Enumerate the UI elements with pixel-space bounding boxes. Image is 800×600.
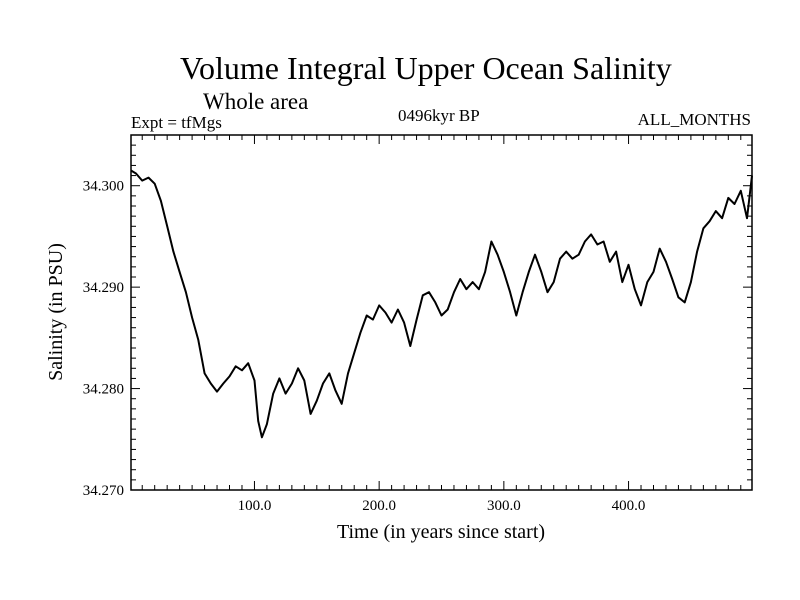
x-tick-label: 400.0	[612, 498, 646, 514]
experiment-label: Expt = tfMgs	[131, 113, 222, 132]
chart-subtitle: Whole area	[203, 89, 309, 114]
months-label: ALL_MONTHS	[637, 110, 751, 129]
x-tick-label: 100.0	[238, 498, 272, 514]
x-axis-label: Time (in years since start)	[337, 521, 545, 543]
y-tick-label: 34.280	[83, 382, 124, 398]
y-tick-label: 34.290	[83, 280, 124, 296]
y-tick-label: 34.270	[83, 483, 124, 499]
y-axis: 34.270 34.280 34.290 34.300	[83, 134, 752, 499]
salinity-series-line	[130, 169, 753, 439]
period-label: 0496kyr BP	[398, 106, 480, 125]
x-axis: 100.0 200.0 300.0 400.0	[141, 135, 742, 514]
x-tick-label: 200.0	[362, 498, 396, 514]
chart-title: Volume Integral Upper Ocean Salinity	[180, 50, 672, 86]
plot-frame	[130, 134, 753, 491]
y-axis-label: Salinity (in PSU)	[45, 243, 67, 381]
x-tick-label: 300.0	[487, 498, 521, 514]
y-tick-label: 34.300	[83, 179, 124, 195]
